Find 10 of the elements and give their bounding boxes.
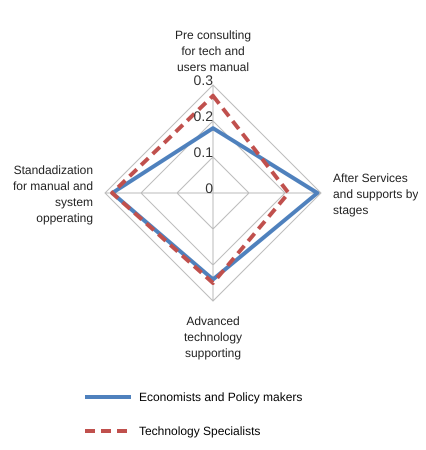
spoke-label: Advanced technology supporting [184, 314, 242, 360]
spoke-label: Standadization for manual and system opperating [12, 163, 93, 225]
spoke-label: Pre consulting for tech and users manual [174, 28, 252, 74]
legend-label: Technology Specialists [139, 424, 260, 438]
y-tick-label: 0.1 [194, 144, 214, 160]
y-tick-label: 0.2 [194, 108, 214, 124]
spoke-label: After Services and supports by stages [333, 171, 418, 217]
legend-label: Economists and Policy makers [139, 390, 302, 404]
y-tick-label: 0.3 [194, 72, 214, 88]
y-tick-label: 0 [205, 180, 214, 196]
